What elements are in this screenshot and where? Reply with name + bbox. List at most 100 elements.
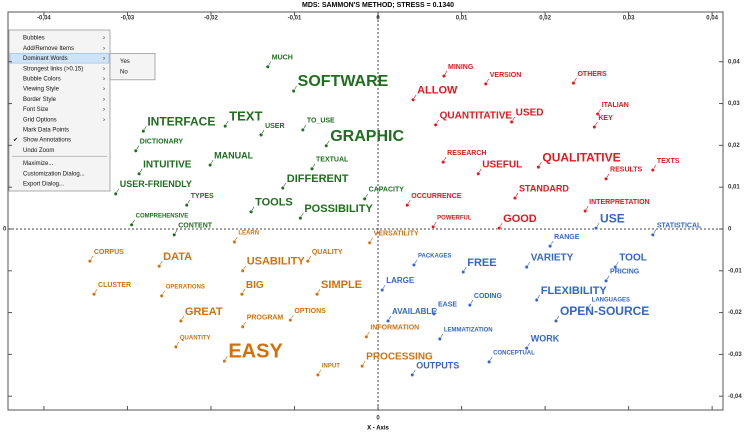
menu-item[interactable]: Font Size › — [23, 107, 105, 113]
y-tick-label: 0,01 — [728, 185, 740, 191]
point-label: CONTENT — [178, 223, 213, 230]
menu-item-label[interactable]: Bubble Colors — [23, 76, 61, 82]
point-label: POSSIBILITY — [304, 203, 373, 215]
x-axis-label: X - Axis — [367, 426, 389, 432]
submenu-item[interactable]: Yes — [120, 59, 130, 65]
data-point — [305, 259, 310, 264]
point-label: DATA — [163, 251, 192, 263]
point-label: AVAILABLE — [392, 307, 437, 316]
menu-item-label[interactable]: Viewing Style — [23, 87, 60, 93]
point-label: INTUITIVE — [143, 159, 192, 170]
menu-item[interactable]: Export Dialog... — [23, 181, 64, 187]
menu-item-label[interactable]: Show Annotations — [23, 138, 71, 144]
point-label: DICTIONARY — [140, 139, 184, 146]
point-label: RESULTS — [610, 167, 642, 174]
menu-item[interactable]: Maximize... — [23, 161, 54, 167]
data-point — [223, 124, 228, 129]
data-point — [583, 208, 588, 214]
data-point — [240, 324, 245, 329]
x-tick-label: 0 — [376, 416, 380, 422]
point-label: PACKAGES — [418, 254, 452, 260]
data-point — [604, 278, 609, 283]
menu-item[interactable]: Customization Dialog... — [23, 171, 85, 177]
point-label: PRICING — [610, 269, 640, 276]
menu-item-label[interactable]: Dominant Words — [23, 56, 68, 62]
data-point — [259, 132, 264, 137]
point-label: VERSION — [490, 72, 522, 79]
point-label: USEFUL — [482, 159, 522, 170]
menu-item[interactable]: Bubbles › — [23, 36, 105, 42]
menu-item-label[interactable]: Maximize... — [23, 161, 54, 167]
menu-item[interactable]: Viewing Style › — [23, 87, 105, 93]
submenu-arrow: › — [103, 66, 105, 72]
data-point — [159, 293, 164, 298]
data-point — [129, 222, 134, 227]
data-point — [222, 359, 227, 364]
data-point — [441, 73, 447, 79]
point-label: OTHERS — [577, 71, 607, 78]
menu-item-label[interactable]: Grid Options — [23, 117, 57, 123]
data-point — [553, 318, 558, 324]
point-label: TEXT — [229, 109, 262, 124]
submenu-arrow: › — [103, 76, 105, 82]
data-point — [386, 318, 391, 324]
data-point — [380, 287, 385, 293]
menu-item-label[interactable]: Mark Data Points — [23, 127, 69, 133]
data-point — [433, 122, 438, 127]
point-label: POWERFUL — [437, 215, 472, 221]
data-point — [536, 165, 541, 170]
data-point — [133, 148, 138, 153]
data-point — [431, 224, 436, 229]
point-label: LEARN — [238, 231, 259, 237]
y-tick-label: 0,04 — [728, 59, 740, 65]
menu-item[interactable]: ✔ Show Annotations — [13, 138, 71, 144]
menu-item[interactable]: Grid Options › — [23, 117, 105, 123]
data-point — [184, 203, 189, 208]
point-label: WORK — [531, 334, 560, 344]
menu-item[interactable]: Add/Remove Items › — [23, 46, 105, 52]
submenu-item[interactable]: No — [120, 69, 128, 75]
x-tick-label: 0,02 — [539, 16, 551, 22]
point-label: MUCH — [272, 55, 293, 62]
point-label: VERSATILITY — [374, 231, 419, 238]
point-label: EASY — [228, 340, 283, 362]
data-point — [173, 344, 178, 349]
data-point — [411, 262, 416, 267]
data-point — [298, 216, 303, 221]
point-label: PROGRAM — [247, 315, 284, 322]
point-label: PROCESSING — [366, 352, 433, 363]
menu-item[interactable]: Border Style › — [23, 97, 105, 103]
point-label: OPERATIONS — [166, 284, 205, 290]
y-tick-label: 0 — [3, 227, 7, 233]
menu-item-label[interactable]: Customization Dialog... — [23, 171, 85, 177]
x-tick-label: -0,04 — [37, 16, 51, 22]
y-tick-label: 0 — [728, 227, 732, 233]
context-menu[interactable]: Bubbles › Add/Remove Items › Dominant Words ›… — [8, 29, 156, 192]
data-point — [364, 334, 369, 339]
menu-item-label[interactable]: Add/Remove Items — [23, 46, 74, 52]
point-label: VARIETY — [531, 253, 574, 264]
menu-item[interactable]: Mark Data Points — [23, 127, 69, 133]
menu-item[interactable]: Strongest links (>0.15) › — [23, 66, 105, 72]
x-tick-label: 0,01 — [456, 16, 468, 22]
point-label: CONCEPTUAL — [493, 351, 535, 357]
x-tick-label: 0,04 — [706, 16, 718, 22]
data-point — [650, 167, 655, 173]
data-point — [512, 195, 518, 201]
menu-item-label[interactable]: Border Style — [23, 97, 57, 103]
point-label: QUANTITATIVE — [440, 111, 513, 122]
data-point — [524, 346, 529, 351]
menu-item-label[interactable]: Strongest links (>0.15) — [23, 66, 83, 72]
data-point — [437, 336, 442, 341]
menu-item-label[interactable]: Bubbles — [23, 36, 45, 42]
menu-item-label[interactable]: Export Dialog... — [23, 181, 64, 187]
point-label: STANDARD — [519, 183, 569, 193]
data-point — [650, 232, 655, 237]
menu-item-label[interactable]: Font Size — [23, 107, 49, 113]
submenu-arrow: › — [103, 36, 105, 42]
menu-item: Undo Zoom — [23, 148, 54, 154]
menu-item[interactable]: Dominant Words › — [9, 53, 110, 64]
point-label: CODING — [474, 293, 503, 300]
point-label: LEMMATIZATION — [444, 328, 493, 334]
menu-item[interactable]: Bubble Colors › — [23, 76, 105, 82]
